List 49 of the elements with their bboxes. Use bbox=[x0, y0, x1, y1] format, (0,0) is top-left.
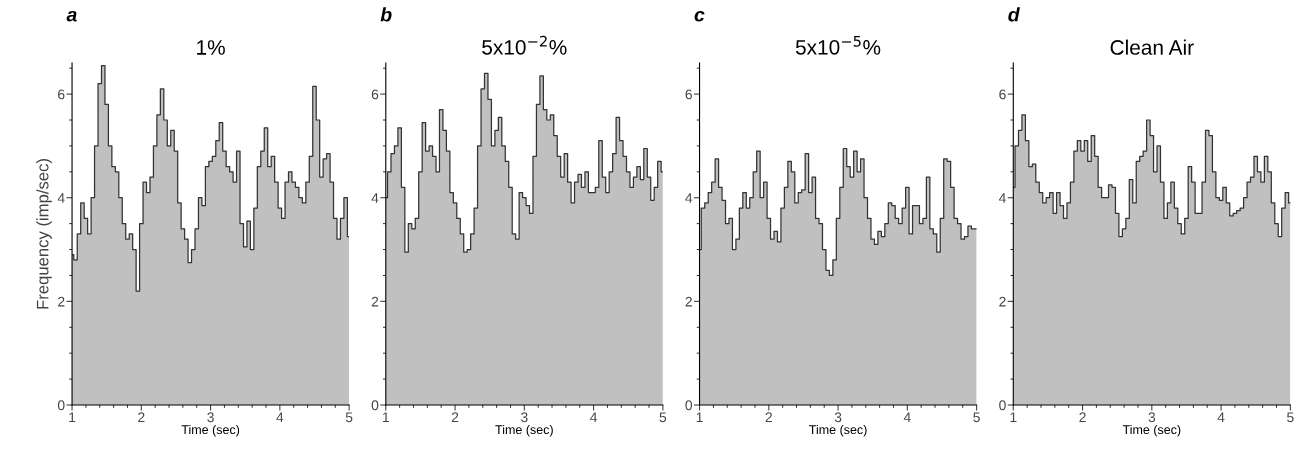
x-tick-label: 4 bbox=[590, 412, 598, 423]
x-tick-label: 5 bbox=[973, 412, 980, 423]
y-tick-label: 2 bbox=[685, 296, 692, 307]
x-tick-label: 3 bbox=[207, 412, 214, 423]
text: d bbox=[1008, 7, 1020, 22]
y-tick-label: 6 bbox=[999, 89, 1006, 100]
x-tick-label: 5 bbox=[345, 412, 353, 423]
y-tick-label: 0 bbox=[57, 400, 65, 411]
x-tick-label: 3 bbox=[521, 412, 528, 423]
x-tick-label: 3 bbox=[1148, 412, 1156, 423]
x-tick-label: 4 bbox=[903, 412, 911, 423]
x-tick-label: 5 bbox=[1287, 412, 1294, 423]
x-tick-label: 4 bbox=[1217, 412, 1225, 423]
x-tick-label: 2 bbox=[1079, 412, 1086, 423]
chart-title: 5x10$^{−5}$% bbox=[795, 35, 881, 55]
text: a bbox=[66, 10, 77, 22]
y-tick-label: 0 bbox=[371, 400, 379, 411]
y-tick-label: 6 bbox=[685, 89, 692, 100]
y-tick-label: 2 bbox=[999, 296, 1006, 307]
chart-title: Clean Air bbox=[1110, 39, 1194, 55]
y-tick-label: 6 bbox=[371, 89, 379, 100]
x-axis-title: Time (sec) bbox=[809, 424, 867, 437]
y-tick-label: 4 bbox=[998, 193, 1006, 203]
x-axis-title: Time (sec) bbox=[1122, 424, 1181, 437]
y-tick-label: 0 bbox=[999, 400, 1006, 411]
y-axis-title: Frequency (imp/sec) bbox=[36, 159, 52, 309]
y-tick-label: 2 bbox=[371, 296, 379, 307]
x-tick-label: 1 bbox=[1010, 412, 1017, 423]
x-tick-label: 3 bbox=[834, 412, 842, 423]
y-tick-label: 4 bbox=[685, 193, 693, 203]
x-tick-label: 2 bbox=[451, 412, 459, 423]
x-tick-label: 5 bbox=[659, 412, 667, 423]
y-tick-label: 4 bbox=[57, 193, 65, 203]
chart-title: 5x10$^{−2}$% bbox=[482, 35, 567, 55]
x-tick-label: 1 bbox=[696, 412, 703, 423]
x-tick-label: 1 bbox=[382, 412, 389, 423]
y-tick-label: 6 bbox=[58, 89, 65, 100]
text: c bbox=[694, 10, 705, 22]
text: b bbox=[380, 7, 392, 22]
x-tick-label: 2 bbox=[765, 412, 772, 423]
y-tick-label: 0 bbox=[685, 400, 693, 411]
chart-title: 1% bbox=[197, 40, 225, 55]
x-tick-label: 1 bbox=[69, 412, 76, 423]
y-tick-label: 4 bbox=[371, 193, 379, 203]
y-tick-label: 2 bbox=[58, 296, 65, 307]
x-tick-label: 4 bbox=[276, 412, 284, 423]
x-axis-title: Time (sec) bbox=[181, 424, 240, 437]
x-tick-label: 2 bbox=[138, 412, 145, 423]
x-axis-title: Time (sec) bbox=[495, 424, 553, 437]
